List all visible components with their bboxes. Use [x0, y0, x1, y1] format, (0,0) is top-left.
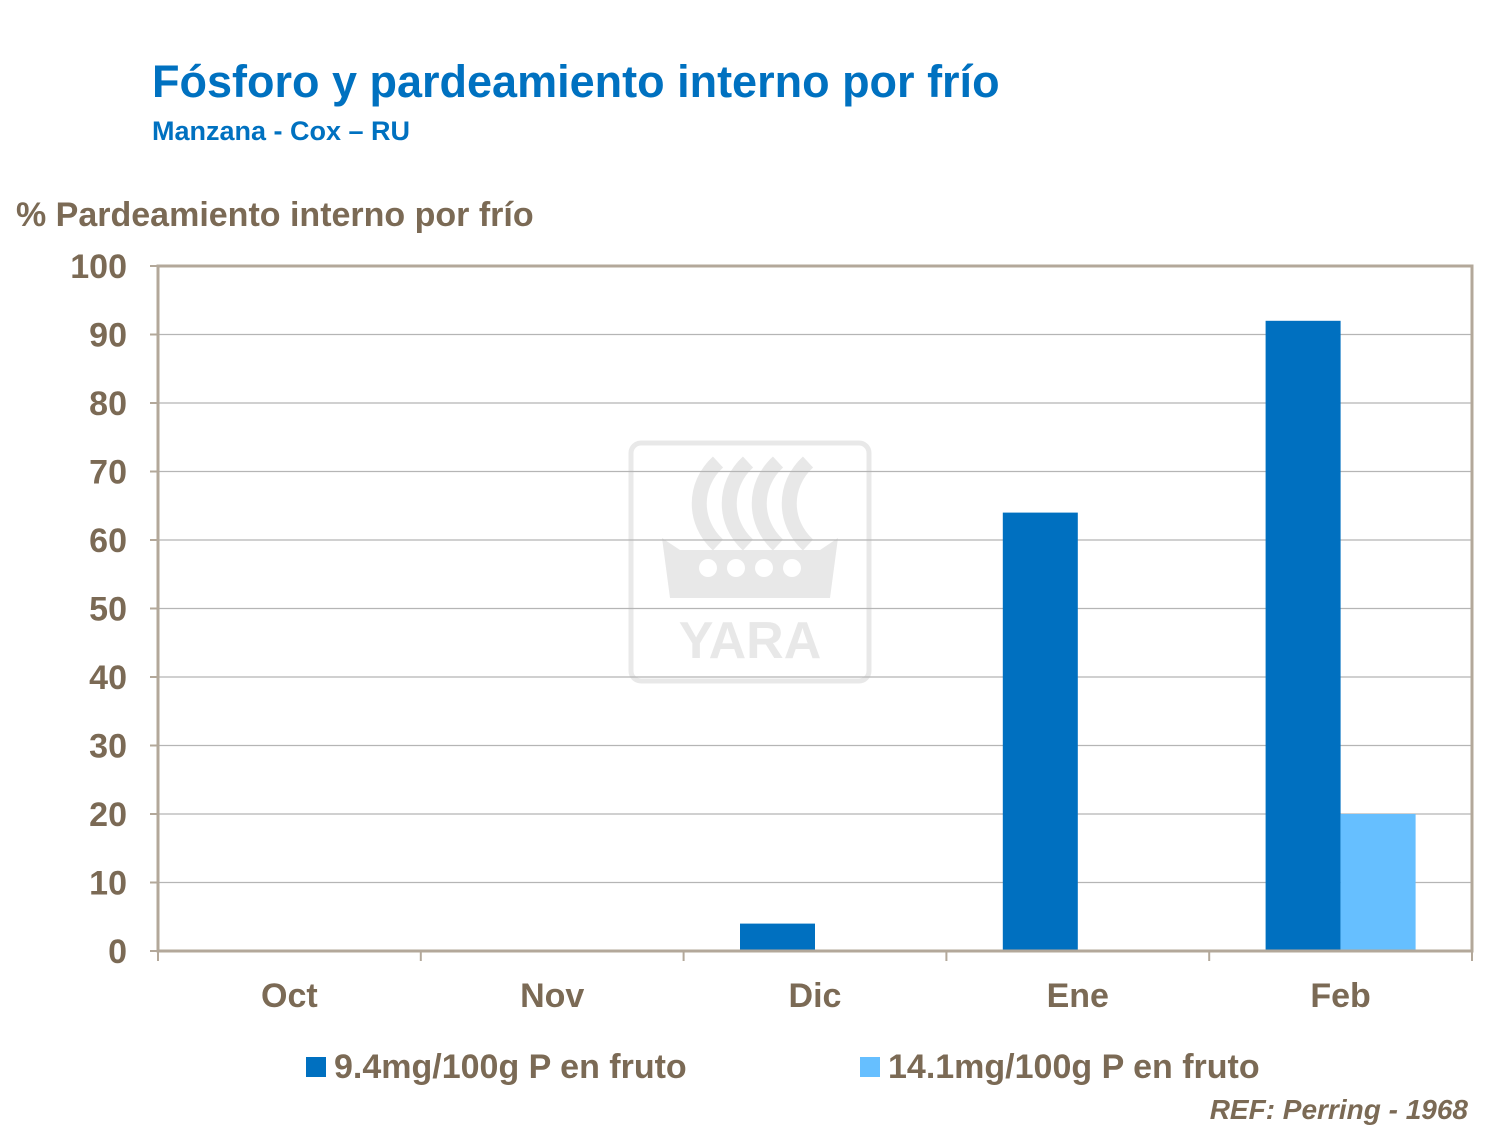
chart-title: Fósforo y pardeamiento interno por frío	[152, 56, 1000, 107]
x-tick-label: Nov	[520, 977, 584, 1015]
x-tick-label: Feb	[1310, 977, 1370, 1015]
reference-note: REF: Perring - 1968	[1209, 1094, 1468, 1125]
y-tick-label: 40	[89, 659, 127, 697]
bars	[740, 320, 1416, 951]
legend-label-series-1: 9.4mg/100g P en fruto	[334, 1047, 687, 1086]
bar	[1265, 320, 1341, 951]
bar	[740, 923, 815, 951]
chart-subtitle: Manzana - Cox – RU	[152, 116, 411, 146]
bar	[1340, 814, 1416, 951]
yara-logo-watermark: YARA	[628, 440, 872, 684]
y-axis-label: % Pardeamiento interno por frío	[16, 196, 534, 234]
y-tick-labels: 0 10 20 30 40 50 60 70 80 90 100	[70, 248, 127, 971]
y-tick-label: 60	[89, 522, 127, 560]
y-tick-label: 100	[70, 248, 127, 286]
axes	[150, 264, 1474, 961]
y-tick-label: 80	[89, 385, 127, 423]
legend: 9.4mg/100g P en fruto 14.1mg/100g P en f…	[0, 1045, 1500, 1089]
x-tick-labels: Oct Nov Dic Ene Feb	[261, 977, 1371, 1015]
legend-swatch-series-2	[860, 1057, 880, 1077]
legend-item-series-1: 9.4mg/100g P en fruto	[306, 1045, 687, 1089]
legend-item-series-2: 14.1mg/100g P en fruto	[860, 1045, 1260, 1089]
y-tick-label: 70	[89, 454, 127, 492]
legend-label-series-2: 14.1mg/100g P en fruto	[888, 1047, 1260, 1086]
legend-swatch-series-1	[306, 1057, 326, 1077]
bar	[1002, 512, 1078, 951]
y-tick-label: 90	[89, 317, 127, 355]
y-tick-label: 10	[89, 865, 127, 903]
y-tick-label: 50	[89, 591, 127, 629]
y-tick-label: 30	[89, 728, 127, 766]
watermark-text: YARA	[679, 612, 822, 670]
x-tick-label: Ene	[1047, 977, 1109, 1015]
y-tick-label: 20	[89, 796, 127, 834]
y-tick-label: 0	[108, 933, 127, 971]
x-tick-label: Oct	[261, 977, 318, 1015]
x-tick-label: Dic	[789, 977, 842, 1015]
